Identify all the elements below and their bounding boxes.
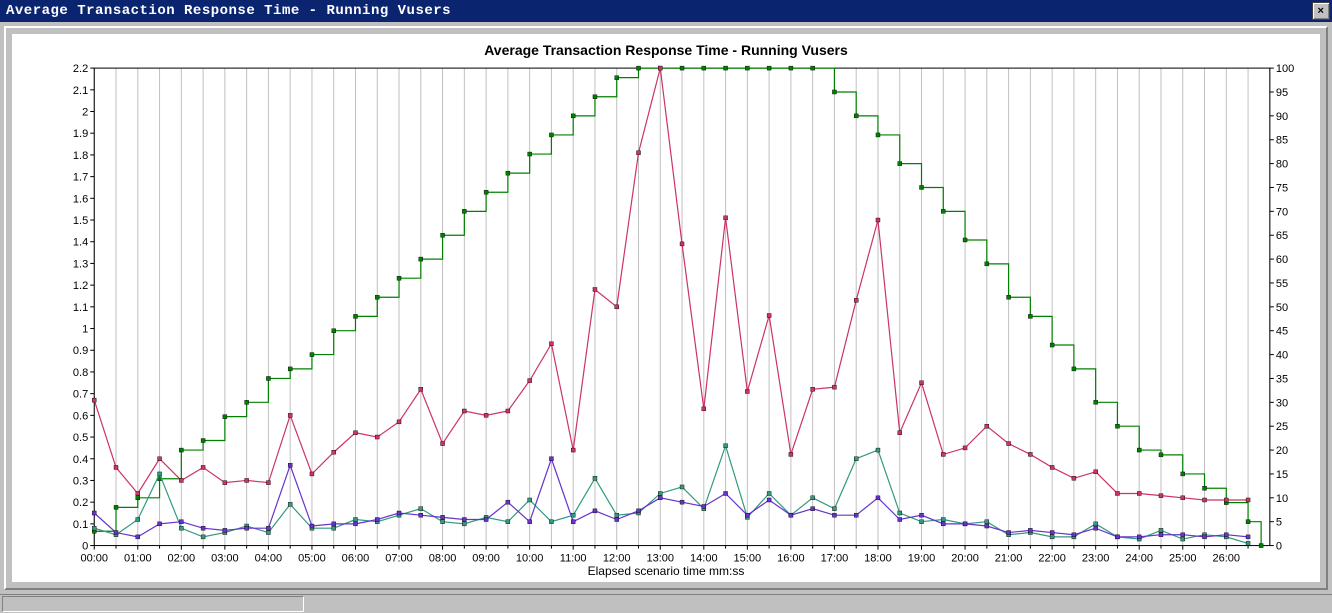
svg-text:35: 35 xyxy=(1276,373,1288,385)
svg-text:0.7: 0.7 xyxy=(73,389,88,401)
chart-panel: Average Transaction Response Time - Runn… xyxy=(4,26,1328,590)
svg-text:0.5: 0.5 xyxy=(73,432,88,444)
svg-text:1.5: 1.5 xyxy=(73,215,88,227)
svg-text:1.2: 1.2 xyxy=(73,280,88,292)
close-icon[interactable]: × xyxy=(1312,2,1330,20)
svg-text:14:00: 14:00 xyxy=(690,553,718,565)
svg-text:03:00: 03:00 xyxy=(211,553,239,565)
svg-text:00:00: 00:00 xyxy=(80,553,108,565)
svg-text:24:00: 24:00 xyxy=(1125,553,1153,565)
svg-text:2.1: 2.1 xyxy=(73,85,88,97)
svg-text:65: 65 xyxy=(1276,230,1288,242)
svg-text:10:00: 10:00 xyxy=(516,553,544,565)
svg-text:09:00: 09:00 xyxy=(472,553,500,565)
svg-text:0.1: 0.1 xyxy=(73,519,88,531)
svg-text:11:00: 11:00 xyxy=(560,553,587,565)
svg-text:5: 5 xyxy=(1276,517,1282,529)
svg-text:10: 10 xyxy=(1276,493,1288,505)
window-title: Average Transaction Response Time - Runn… xyxy=(6,3,451,19)
svg-text:1.4: 1.4 xyxy=(73,237,88,249)
svg-text:85: 85 xyxy=(1276,135,1288,147)
statusbar-segment xyxy=(2,596,304,612)
svg-text:1: 1 xyxy=(82,324,88,336)
svg-text:0.3: 0.3 xyxy=(73,475,88,487)
svg-text:70: 70 xyxy=(1276,206,1288,218)
svg-text:12:00: 12:00 xyxy=(603,553,631,565)
svg-text:16:00: 16:00 xyxy=(777,553,805,565)
svg-text:25:00: 25:00 xyxy=(1169,553,1197,565)
svg-text:0.6: 0.6 xyxy=(73,410,88,422)
svg-text:80: 80 xyxy=(1276,159,1288,171)
svg-text:23:00: 23:00 xyxy=(1082,553,1110,565)
svg-text:01:00: 01:00 xyxy=(124,553,152,565)
svg-text:15: 15 xyxy=(1276,469,1288,481)
svg-text:20:00: 20:00 xyxy=(951,553,979,565)
svg-text:21:00: 21:00 xyxy=(995,553,1023,565)
svg-text:1.6: 1.6 xyxy=(73,193,88,205)
svg-text:0.9: 0.9 xyxy=(73,345,88,357)
svg-text:95: 95 xyxy=(1276,87,1288,99)
svg-text:1.9: 1.9 xyxy=(73,128,88,140)
svg-text:17:00: 17:00 xyxy=(821,553,849,565)
svg-text:0.4: 0.4 xyxy=(73,454,88,466)
svg-text:90: 90 xyxy=(1276,111,1288,123)
svg-text:0.2: 0.2 xyxy=(73,497,88,509)
window: Average Transaction Response Time - Runn… xyxy=(0,0,1332,613)
svg-text:1.8: 1.8 xyxy=(73,150,88,162)
statusbar xyxy=(0,594,1332,613)
svg-text:07:00: 07:00 xyxy=(385,553,413,565)
window-titlebar[interactable]: Average Transaction Response Time - Runn… xyxy=(0,0,1332,22)
svg-text:75: 75 xyxy=(1276,182,1288,194)
svg-text:0: 0 xyxy=(1276,541,1282,553)
svg-text:06:00: 06:00 xyxy=(342,553,370,565)
svg-text:2: 2 xyxy=(82,107,88,119)
svg-text:15:00: 15:00 xyxy=(734,553,762,565)
svg-text:100: 100 xyxy=(1276,63,1294,75)
svg-text:45: 45 xyxy=(1276,326,1288,338)
svg-text:50: 50 xyxy=(1276,302,1288,314)
svg-text:60: 60 xyxy=(1276,254,1288,266)
svg-text:20: 20 xyxy=(1276,445,1288,457)
svg-text:1.1: 1.1 xyxy=(73,302,88,314)
svg-text:13:00: 13:00 xyxy=(646,553,674,565)
svg-text:1.7: 1.7 xyxy=(73,172,88,184)
svg-text:0.8: 0.8 xyxy=(73,367,88,379)
svg-text:05:00: 05:00 xyxy=(298,553,326,565)
svg-text:40: 40 xyxy=(1276,350,1288,362)
svg-text:08:00: 08:00 xyxy=(429,553,457,565)
chart-svg: 0 0.1 0.2 0.3 0.4 0.5 0.6 0.7 0.8 0.9 1 1.1 1.2 1.3 1.… xyxy=(12,34,1320,592)
chart-area: Average Transaction Response Time - Runn… xyxy=(12,34,1320,582)
svg-text:04:00: 04:00 xyxy=(255,553,283,565)
svg-text:2.2: 2.2 xyxy=(73,63,88,75)
svg-text:02:00: 02:00 xyxy=(168,553,196,565)
svg-text:55: 55 xyxy=(1276,278,1288,290)
svg-text:22:00: 22:00 xyxy=(1038,553,1066,565)
svg-text:1.3: 1.3 xyxy=(73,258,88,270)
svg-text:19:00: 19:00 xyxy=(908,553,936,565)
svg-text:30: 30 xyxy=(1276,397,1288,409)
svg-text:25: 25 xyxy=(1276,421,1288,433)
svg-text:26:00: 26:00 xyxy=(1213,553,1241,565)
svg-text:0: 0 xyxy=(82,541,88,553)
svg-text:18:00: 18:00 xyxy=(864,553,892,565)
